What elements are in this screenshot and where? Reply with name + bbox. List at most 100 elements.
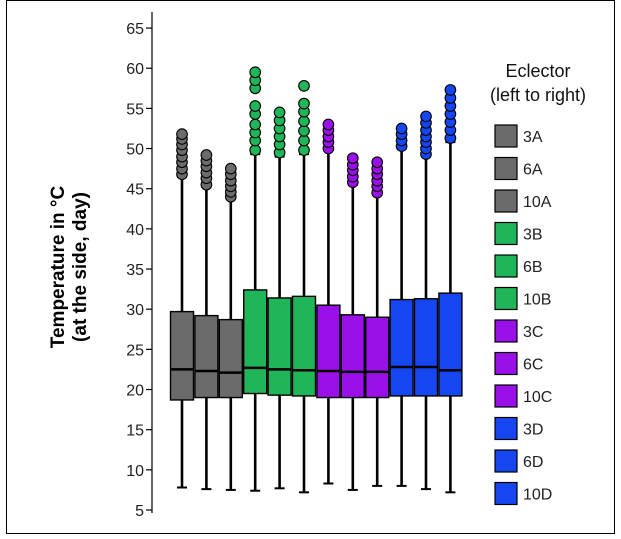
legend-title-line-2: (left to right) [490, 85, 586, 105]
y-axis-title: Temperature in °C (at the side, day) [48, 186, 91, 349]
outlier-point [298, 144, 310, 157]
box-10C [365, 156, 390, 487]
legend-label: 3D [523, 422, 543, 439]
legend-item-3B: 3B [494, 221, 543, 246]
box-3B [242, 66, 268, 492]
legend-swatch [494, 189, 518, 213]
box-iqr [340, 314, 365, 399]
legend-label: 10C [523, 389, 552, 406]
y-tick-label: 30 [126, 302, 144, 319]
legend-label: 10D [523, 487, 552, 504]
legend-label: 6A [523, 162, 543, 179]
outlier-point [298, 134, 310, 147]
box-6D [413, 110, 439, 491]
y-tick-label: 60 [126, 61, 144, 78]
box-iqr [169, 310, 195, 401]
box-3D [389, 122, 414, 487]
plot-area [169, 66, 463, 494]
box-iqr [218, 318, 244, 399]
legend-swatch [494, 221, 518, 246]
outlier-point [420, 110, 432, 123]
legend-label: 10B [523, 292, 551, 309]
y-tick-label: 35 [126, 262, 144, 279]
box-iqr [413, 298, 439, 397]
legend-label: 6B [523, 259, 543, 276]
legend-item-6D: 6D [494, 449, 543, 473]
legend-item-6B: 6B [494, 254, 543, 278]
box-3A [169, 128, 195, 489]
outlier-point [346, 152, 359, 165]
legend-item-10C: 10C [494, 384, 552, 408]
box-6A [194, 149, 219, 491]
legend-title-line-1: Eclector [505, 61, 570, 81]
y-axis: 5 10 15 20 25 30 35 40 45 50 55 60 65 [126, 12, 153, 520]
outlier-point [249, 66, 262, 79]
outlier-point [249, 118, 262, 131]
legend-item-10A: 10A [494, 189, 552, 213]
y-tick-label: 40 [126, 222, 144, 239]
legend-label: 3B [523, 227, 543, 244]
legend-swatch [494, 254, 518, 278]
legend-label: 3C [523, 324, 543, 341]
legend-item-10D: 10D [494, 481, 552, 506]
outlier-point [322, 118, 335, 131]
y-tick-label: 55 [126, 101, 144, 118]
y-tick-label: 65 [126, 21, 144, 38]
box-iqr [365, 316, 390, 399]
legend-item-10B: 10B [494, 286, 551, 311]
outlier-point [249, 144, 262, 157]
outlier-point [298, 97, 310, 110]
y-tick-label: 15 [126, 423, 144, 440]
outlier-point [200, 149, 213, 161]
outlier-point [395, 122, 408, 135]
y-tick-label: 25 [126, 342, 144, 359]
y-tick-label: 20 [126, 383, 144, 400]
box-iqr [316, 304, 341, 399]
legend-swatch [494, 319, 518, 343]
y-tick-label: 10 [126, 463, 144, 480]
box-iqr [438, 292, 463, 397]
outlier-point [224, 162, 237, 175]
y-axis-title-line-1: Temperature in °C [48, 186, 69, 349]
legend-label: 3A [523, 129, 543, 146]
outlier-point [444, 84, 457, 96]
outlier-point [249, 100, 262, 112]
legend-item-3A: 3A [494, 124, 543, 148]
legend-swatch [494, 351, 518, 376]
box-3C [316, 118, 341, 485]
legend-label: 6D [523, 454, 543, 471]
outlier-point [298, 80, 310, 92]
y-axis-title-line-2: (at the side, day) [70, 192, 91, 342]
y-tick-label: 5 [135, 503, 144, 520]
y-tick-label: 45 [126, 182, 144, 199]
legend-swatch [494, 481, 518, 506]
legend-item-3D: 3D [494, 416, 543, 441]
outlier-point [298, 125, 310, 137]
outlier-point [273, 106, 286, 119]
legend-swatch [494, 286, 518, 311]
legend-swatch [494, 449, 518, 473]
legend-item-6C: 6C [494, 351, 543, 376]
legend-item-3C: 3C [494, 319, 543, 343]
box-6C [340, 152, 365, 491]
legend-swatch [494, 416, 518, 441]
legend: Eclector (left to right) 3A 6A 10A 3B 6B 10B 3… [490, 61, 586, 506]
box-10A [218, 162, 244, 491]
box-6B [267, 106, 292, 490]
box-iqr [267, 297, 292, 396]
outlier-point [176, 128, 188, 140]
legend-label: 6C [523, 357, 543, 374]
box-10D [438, 84, 463, 494]
box-iqr [389, 298, 414, 397]
outlier-point [298, 115, 310, 128]
box-iqr [194, 314, 219, 399]
box-iqr [291, 295, 317, 397]
legend-swatch [494, 384, 518, 408]
legend-swatch [494, 124, 518, 148]
box-iqr [242, 289, 268, 395]
legend-item-6A: 6A [494, 156, 543, 181]
y-tick-label: 50 [126, 142, 144, 159]
box-10B [291, 80, 317, 494]
